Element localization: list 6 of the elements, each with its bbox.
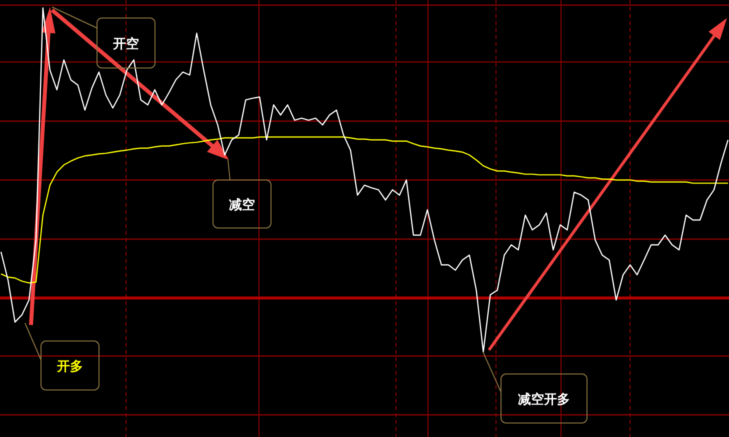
callout: 减空开多: [482, 352, 588, 424]
callout: 开多: [24, 322, 100, 390]
annotation: 减空: [229, 197, 255, 212]
callout: 开空: [52, 6, 156, 68]
callout: 减空: [212, 160, 272, 228]
annotation: 开空: [112, 36, 139, 51]
